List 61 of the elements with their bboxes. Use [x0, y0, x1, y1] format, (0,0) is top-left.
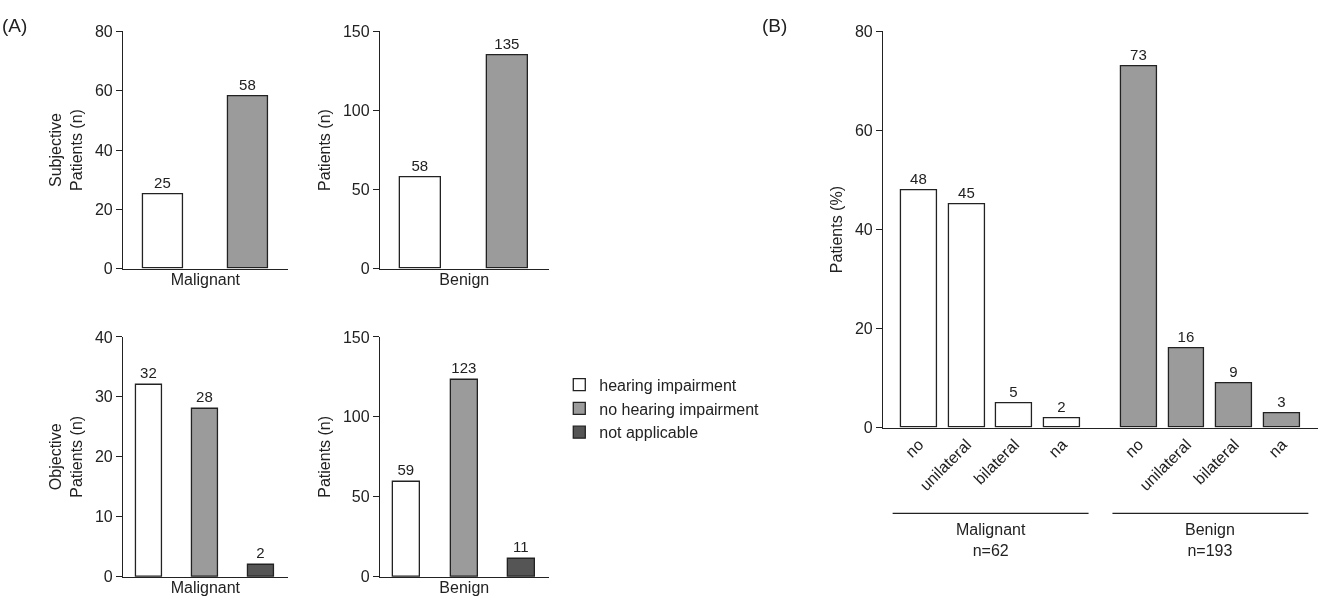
y-tick-label: 0	[103, 568, 113, 586]
legend-label: not applicable	[599, 424, 699, 442]
y-tick-label: 10	[94, 508, 113, 526]
x-axis-title: Benign	[439, 270, 490, 288]
x-tick-label: na	[1045, 435, 1071, 461]
y-tick-label: 0	[863, 419, 873, 437]
data-label: 73	[1130, 45, 1147, 63]
text: (B)	[762, 15, 788, 36]
data-label: 135	[494, 34, 520, 52]
y-tick-label: 20	[94, 200, 113, 218]
y-tick-label: 40	[854, 221, 873, 239]
x-axis-title: Malignant	[170, 270, 241, 288]
x-axis-title: Benign	[439, 578, 490, 596]
data-label: 5	[1009, 382, 1018, 400]
y-tick-label: 100	[342, 408, 370, 426]
y-tick-label: 0	[360, 260, 370, 278]
data-label: 58	[239, 75, 256, 93]
x-tick-label: no	[1121, 435, 1147, 461]
y-tick-label: 100	[342, 102, 370, 120]
x-tick-label: na	[1265, 435, 1290, 461]
data-label: 45	[958, 183, 975, 201]
text: Malignant n=62	[956, 521, 1026, 559]
data-label: 3	[1277, 392, 1286, 410]
y-axis-title: Patients (n)	[315, 109, 333, 191]
data-label: 123	[451, 359, 477, 377]
data-label: 28	[196, 388, 213, 406]
data-label: 48	[910, 169, 927, 187]
y-tick-label: 50	[351, 181, 370, 199]
data-label: 16	[1177, 327, 1195, 345]
y-tick-label: 0	[103, 260, 113, 278]
y-axis-title: Subjective Patients (n)	[47, 109, 85, 191]
y-axis-title: Objective Patients (n)	[47, 415, 85, 498]
data-label: 11	[513, 538, 529, 556]
y-tick-label: 20	[854, 320, 873, 338]
y-tick-label: 80	[854, 22, 873, 40]
legend-label: no hearing impairment	[599, 400, 760, 418]
y-tick-label: 60	[94, 82, 113, 100]
data-label: 9	[1229, 362, 1238, 380]
data-label: 2	[1057, 397, 1066, 415]
text: (A)	[2, 15, 28, 36]
y-axis-title: Patients (n)	[315, 415, 333, 498]
y-axis-title: Patients (%)	[827, 185, 845, 274]
y-tick-label: 40	[94, 141, 113, 159]
y-tick-label: 30	[94, 388, 113, 406]
y-tick-label: 150	[342, 328, 370, 346]
y-tick-label: 150	[342, 22, 370, 40]
data-label: 32	[140, 364, 157, 382]
data-label: 58	[411, 156, 429, 174]
y-tick-label: 50	[351, 488, 370, 506]
y-tick-label: 20	[94, 448, 113, 466]
data-label: 25	[154, 173, 171, 191]
data-label: 2	[256, 544, 265, 562]
data-label: 59	[397, 461, 415, 479]
y-tick-label: 40	[94, 328, 113, 346]
x-axis-title: Malignant	[170, 578, 241, 596]
y-tick-label: 60	[854, 122, 873, 140]
y-tick-label: 0	[360, 568, 370, 586]
legend-label: hearing impairment	[599, 376, 737, 394]
y-tick-label: 80	[94, 22, 113, 40]
x-tick-label: no	[902, 435, 927, 461]
text: Benign n=193	[1185, 521, 1235, 559]
